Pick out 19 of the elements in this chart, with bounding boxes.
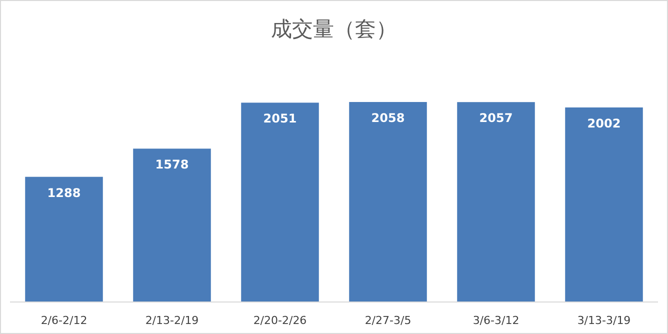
x-tick-label: 3/13-3/19 [577,314,631,327]
data-label: 2051 [263,112,297,126]
data-label: 2058 [371,111,405,125]
x-tick-label: 2/6-2/12 [40,314,88,327]
x-tick-label: 2/20-2/26 [253,314,307,327]
x-tick-label: 2/13-2/19 [145,314,199,327]
bar [25,176,103,302]
data-label: 2002 [587,116,621,130]
data-label: 2057 [479,111,513,126]
x-tick-label: 3/6-3/12 [472,314,520,327]
bar [565,107,643,302]
x-tick-label: 2/27-3/5 [364,314,412,327]
bar [133,148,211,302]
bar [241,102,319,302]
data-label: 1578 [155,158,189,172]
data-label: 1288 [47,186,81,200]
chart-title: 成交量（套） [271,17,397,41]
bar [349,102,427,302]
bar [457,102,535,302]
